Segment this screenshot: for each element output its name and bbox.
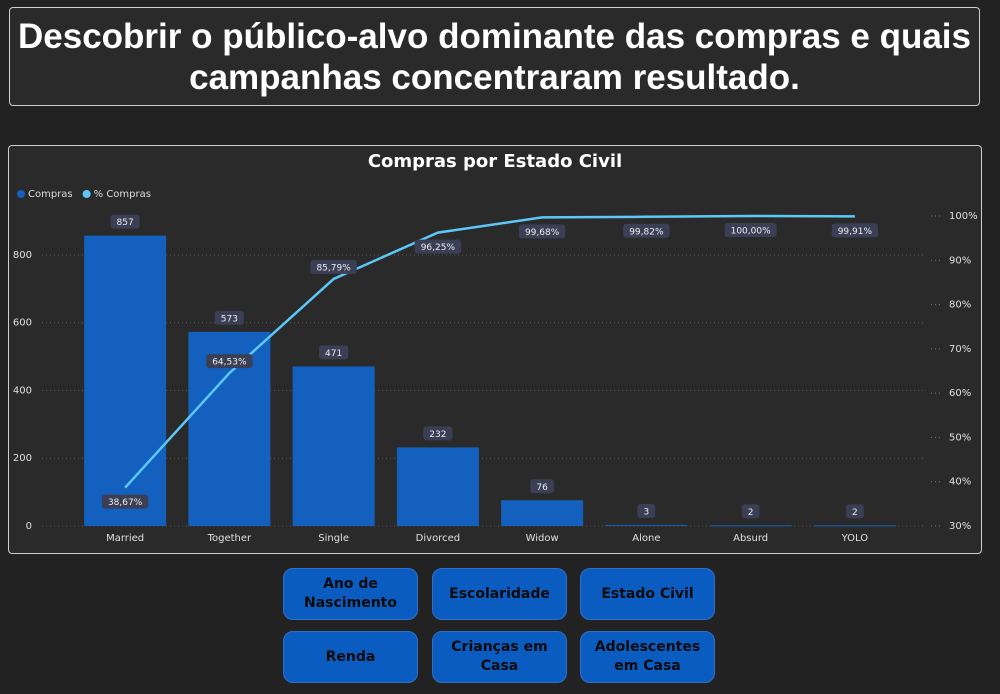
bar-value-label-bg — [214, 310, 244, 325]
y2-tick-label: 90% — [949, 255, 971, 266]
y2-tick-label: 60% — [949, 388, 971, 399]
line-value-label: 96,25% — [421, 243, 456, 253]
header-title: Descobrir o público-alvo dominante das c… — [9, 7, 980, 106]
chart-title: Compras por Estado Civil — [368, 151, 622, 172]
filter-button[interactable]: Escolaridade — [432, 568, 567, 620]
filter-button[interactable]: Estado Civil — [580, 568, 715, 620]
bar-value-label-bg — [741, 504, 760, 519]
filter-button[interactable]: Adolescentes em Casa — [580, 631, 715, 683]
x-tick-label: YOLO — [841, 533, 869, 544]
y2-tick-label: 100% — [949, 211, 978, 222]
y2-tick-label: 80% — [949, 300, 971, 311]
bar — [292, 366, 375, 526]
y-tick-label: 600 — [13, 318, 32, 329]
x-tick-label: Alone — [632, 533, 660, 544]
bar-value-label: 2 — [852, 508, 858, 518]
line-value-label: 100,00% — [731, 227, 771, 237]
bar-value-label: 232 — [429, 430, 446, 440]
y-tick-label: 200 — [13, 453, 32, 464]
x-tick-label: Absurd — [733, 533, 768, 544]
y-tick-label: 0 — [26, 521, 32, 532]
bar-value-label: 2 — [748, 508, 754, 518]
filter-button[interactable]: Renda — [283, 631, 418, 683]
bar-value-label-bg — [846, 504, 864, 519]
chart-panel — [8, 145, 982, 554]
x-tick-label: Divorced — [416, 533, 460, 544]
y2-tick-label: 70% — [949, 344, 971, 355]
bar-value-label-bg — [110, 214, 140, 229]
bar — [813, 525, 896, 527]
x-tick-label: Single — [318, 533, 349, 544]
y2-tick-label: 30% — [949, 521, 971, 532]
bar-value-label: 3 — [644, 507, 650, 517]
bar-value-label: 857 — [117, 218, 134, 228]
line-value-label: 64,53% — [212, 358, 247, 368]
y-tick-label: 400 — [13, 385, 32, 396]
line-value-label-bg — [414, 239, 462, 254]
bar-value-label-bg — [530, 479, 554, 494]
line-value-label-bg — [518, 224, 566, 239]
bar — [605, 524, 688, 526]
line-value-label-bg — [623, 223, 670, 238]
line-value-label: 85,79% — [316, 263, 351, 273]
legend-marker — [82, 190, 91, 198]
filter-button[interactable]: Crianças em Casa — [432, 631, 567, 683]
line-value-label-bg — [724, 223, 777, 237]
line-value-label-bg — [101, 494, 149, 509]
filter-button[interactable]: Ano de Nascimento — [283, 568, 418, 620]
bar — [709, 525, 792, 527]
x-tick-label: Married — [106, 533, 144, 544]
bar-value-label: 573 — [221, 314, 238, 324]
y2-tick-label: 50% — [949, 432, 971, 443]
line-value-label-bg — [831, 223, 879, 238]
x-tick-label: Widow — [526, 533, 559, 544]
y2-tick-label: 40% — [949, 477, 971, 488]
legend-label: % Compras — [94, 189, 151, 200]
line-value-label-bg — [310, 259, 357, 274]
bar-value-label-bg — [637, 503, 656, 518]
chart: Compras por Estado Civil Compras % Compra… — [13, 151, 978, 544]
line-value-label: 99,68% — [525, 228, 560, 238]
legend-marker — [17, 190, 25, 198]
legend-label: Compras — [28, 189, 73, 200]
bar-value-label-bg — [423, 426, 453, 441]
bar — [84, 235, 167, 526]
line-value-label: 99,91% — [838, 227, 873, 237]
bar-value-label-bg — [319, 345, 349, 360]
bar — [396, 447, 479, 526]
line-value-label: 99,82% — [629, 227, 664, 237]
bar — [501, 500, 584, 526]
bar-value-label: 471 — [325, 349, 342, 359]
line-value-label-bg — [206, 354, 253, 369]
line-value-label: 38,67% — [108, 498, 143, 508]
bar-value-label: 76 — [536, 483, 548, 493]
y-tick-label: 800 — [13, 250, 32, 261]
x-tick-label: Together — [207, 533, 252, 544]
